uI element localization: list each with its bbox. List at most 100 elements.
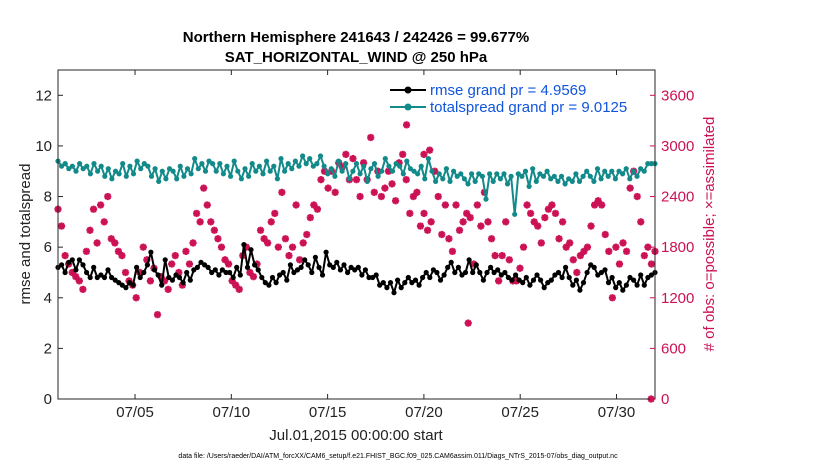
totalspread-point (242, 166, 248, 172)
obs-point (647, 260, 656, 268)
obs-point (534, 222, 542, 230)
obs-point (264, 239, 272, 247)
rmse-point (87, 274, 93, 281)
obs-point (594, 197, 602, 205)
totalspread-point (584, 168, 590, 174)
rmse-point (69, 257, 75, 263)
rmse-point (159, 282, 165, 288)
obs-point (402, 121, 411, 129)
rmse-point (495, 267, 501, 273)
totalspread-point (77, 161, 83, 167)
obs-point (388, 180, 396, 188)
rmse-point (187, 277, 193, 283)
totalspread-point (404, 158, 410, 164)
totalspread-point (335, 158, 342, 164)
totalspread-point (177, 163, 183, 169)
rmse-point (602, 267, 608, 273)
rmse-point (541, 285, 547, 291)
obs-point (271, 209, 279, 218)
totalspread-point (199, 161, 205, 167)
rmse-point (427, 274, 433, 281)
rmse-point (280, 269, 286, 276)
rmse-point (362, 267, 368, 273)
totalspread-point (501, 171, 507, 177)
rmse-point (237, 272, 243, 278)
rmse-point (312, 254, 318, 260)
rmse-point (391, 290, 397, 296)
totalspread-point (555, 178, 561, 184)
rmse-point (534, 272, 540, 278)
plot-area (58, 70, 655, 399)
totalspread-point (325, 171, 331, 177)
obs-point (573, 268, 581, 277)
obs-point (278, 188, 286, 196)
totalspread-point (220, 171, 226, 177)
totalspread-point (562, 181, 568, 187)
rmse-point (169, 277, 175, 283)
rmse-point (523, 274, 529, 281)
totalspread-point (192, 156, 198, 162)
rmse-point (470, 269, 476, 276)
rmse-point (337, 267, 343, 273)
obs-point (622, 247, 631, 255)
rmse-point (234, 264, 240, 270)
totalspread-point (228, 173, 234, 179)
obs-point (566, 239, 574, 247)
totalspread-point (184, 166, 191, 172)
obs-point (86, 226, 94, 234)
rmse-point (641, 282, 647, 288)
rmse-point (209, 269, 215, 276)
obs-point (434, 192, 442, 201)
totalspread-point (551, 173, 557, 179)
totalspread-point (174, 176, 180, 182)
rmse-point (76, 257, 82, 263)
obs-point (626, 184, 634, 192)
obs-point (82, 247, 91, 255)
rmse-point (248, 247, 254, 253)
totalspread-point (59, 163, 65, 169)
left-tick-label: 6 (44, 239, 52, 256)
obs-point (296, 256, 304, 264)
totalspread-point (260, 171, 266, 177)
obs-point (555, 235, 563, 243)
obs-point (324, 184, 332, 192)
rmse-point (620, 287, 626, 293)
totalspread-point (224, 163, 230, 169)
obs-point (420, 150, 428, 158)
totalspread-point (472, 178, 478, 184)
left-axis-label: rmse and totalspread (17, 164, 34, 305)
obs-point (473, 201, 481, 209)
obs-point (391, 197, 400, 205)
obs-point (100, 218, 108, 226)
totalspread-point (350, 168, 356, 174)
totalspread-point (213, 168, 219, 174)
totalspread-point (451, 168, 457, 174)
obs-point (146, 277, 154, 285)
totalspread-point (210, 161, 216, 167)
x-tick-label: 07/15 (309, 404, 347, 421)
totalspread-point (141, 161, 147, 167)
totalspread-point (641, 168, 647, 174)
rmse-point (452, 269, 458, 276)
obs-point (200, 184, 208, 192)
totalspread-point (163, 176, 169, 182)
totalspread-point (411, 168, 417, 174)
rmse-point (473, 262, 479, 268)
rmse-point (423, 269, 429, 276)
obs-point (477, 222, 485, 230)
obs-point (317, 176, 325, 184)
rmse-point (355, 264, 361, 270)
totalspread-point (461, 176, 467, 182)
totalspread-point (314, 161, 320, 167)
rmse-point (563, 264, 569, 270)
totalspread-point (246, 173, 252, 179)
totalspread-point (264, 158, 270, 164)
totalspread-point (249, 161, 255, 167)
obs-point (463, 209, 471, 218)
totalspread-point (274, 176, 280, 182)
rmse-point (205, 264, 211, 270)
totalspread-point (487, 171, 493, 177)
totalspread-point (353, 161, 360, 167)
rmse-point (366, 274, 372, 281)
rmse-point (227, 269, 233, 276)
